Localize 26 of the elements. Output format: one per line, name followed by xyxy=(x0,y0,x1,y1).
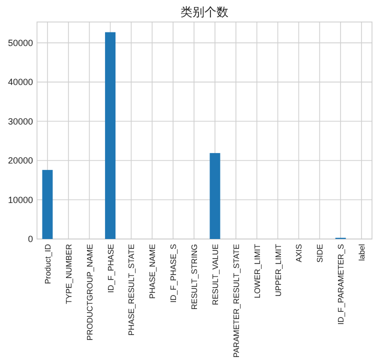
bar xyxy=(210,153,220,239)
y-tick-label: 20000 xyxy=(8,156,33,166)
x-tick-label: TYPE_NUMBER xyxy=(64,244,74,304)
x-tick-label: PRODUCTGROUP_NAME xyxy=(85,244,94,340)
x-tick-label: UPPER_LIMIT xyxy=(274,244,283,296)
x-tick-label: PHASE_RESULT_STATE xyxy=(127,244,136,336)
y-tick-label: 40000 xyxy=(8,77,33,88)
y-tick-label: 50000 xyxy=(8,38,33,48)
x-tick-label: ID_F_PHASE_S xyxy=(169,244,178,303)
x-tick-label: Product_ID xyxy=(43,244,52,284)
x-tick-label: RESULT_VALUE xyxy=(210,244,220,306)
x-tick-label: SIDE xyxy=(316,244,325,263)
x-tick-label: PHASE_NAME xyxy=(148,244,158,299)
x-tick-label: LOWER_LIMIT xyxy=(252,244,262,298)
x-tick-label: RESULT_STRING xyxy=(190,244,200,310)
bar xyxy=(105,32,116,239)
x-tick-label: ID_F_PARAMETER_S xyxy=(336,244,346,325)
x-tick-label: ID_F_PHASE xyxy=(106,244,116,293)
y-tick-label: 0 xyxy=(28,234,33,244)
x-tick-label: PARAMETER_RESULT_STATE xyxy=(232,244,241,358)
x-tick-label: AXIS xyxy=(294,244,304,262)
x-tick-label: label xyxy=(358,244,367,261)
y-tick-label: 30000 xyxy=(8,116,33,126)
y-tick-label: 10000 xyxy=(8,194,33,205)
bar xyxy=(42,170,53,239)
chart-title: 类别个数 xyxy=(180,5,228,19)
